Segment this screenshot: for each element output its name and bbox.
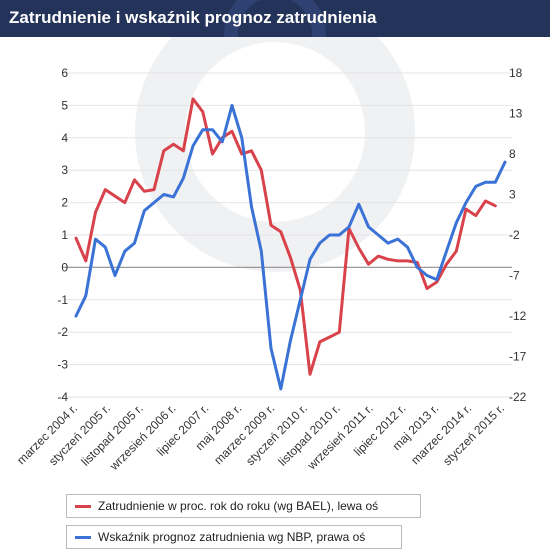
right-y-tick-label: -22 xyxy=(509,390,527,404)
right-y-tick-label: -2 xyxy=(509,228,520,242)
title-bar: Zatrudnienie i wskaźnik prognoz zatrudni… xyxy=(0,0,550,37)
right-y-tick-label: 13 xyxy=(509,107,523,121)
right-y-tick-label: 3 xyxy=(509,188,516,202)
left-y-tick-label: -2 xyxy=(57,325,68,339)
line-chart: 6 5 4 3 2 1 0 -1 -2 -3 -4 18 13 8 3 -2 -7 -12 -17 -22 marz… xyxy=(14,37,527,474)
legend-label-forecast: Wskaźnik prognoz zatrudnienia wg NBP, pr… xyxy=(98,530,366,544)
left-y-tick-label: 2 xyxy=(61,196,68,210)
right-y-tick-label: -12 xyxy=(509,309,527,323)
x-axis: marzec 2004 r.styczeń 2005 r.listopad 20… xyxy=(14,401,507,473)
left-y-tick-label: 5 xyxy=(61,98,68,112)
chart-title: Zatrudnienie i wskaźnik prognoz zatrudni… xyxy=(9,8,377,27)
left-y-tick-label: 0 xyxy=(61,260,68,274)
left-y-axis: 6 5 4 3 2 1 0 -1 -2 -3 -4 xyxy=(57,66,68,404)
right-y-tick-label: -17 xyxy=(509,350,527,364)
legend-swatch-forecast xyxy=(75,536,91,539)
gridlines xyxy=(62,72,512,398)
right-y-tick-label: 18 xyxy=(509,66,523,80)
left-y-tick-label: 3 xyxy=(61,163,68,177)
right-y-tick-label: -7 xyxy=(509,269,520,283)
left-y-tick-label: -1 xyxy=(57,293,68,307)
legend-label-employment: Zatrudnienie w proc. rok do roku (wg BAE… xyxy=(98,499,379,513)
left-y-tick-label: 1 xyxy=(61,228,68,242)
legend-item-forecast: Wskaźnik prognoz zatrudnienia wg NBP, pr… xyxy=(66,525,402,549)
right-y-tick-label: 8 xyxy=(509,147,516,161)
left-y-tick-label: -4 xyxy=(57,390,68,404)
watermark-logo-icon xyxy=(224,0,326,37)
legend-swatch-employment xyxy=(75,505,91,508)
series-line-forecast xyxy=(74,103,507,391)
series-lines xyxy=(74,97,507,391)
left-y-tick-label: 6 xyxy=(61,66,68,80)
legend-item-employment: Zatrudnienie w proc. rok do roku (wg BAE… xyxy=(66,494,421,518)
left-y-tick-label: -3 xyxy=(57,358,68,372)
watermark-logo-icon xyxy=(135,37,415,272)
right-y-axis: 18 13 8 3 -2 -7 -12 -17 -22 xyxy=(509,66,527,404)
series-line-employment xyxy=(74,97,497,376)
left-y-tick-label: 4 xyxy=(61,131,68,145)
